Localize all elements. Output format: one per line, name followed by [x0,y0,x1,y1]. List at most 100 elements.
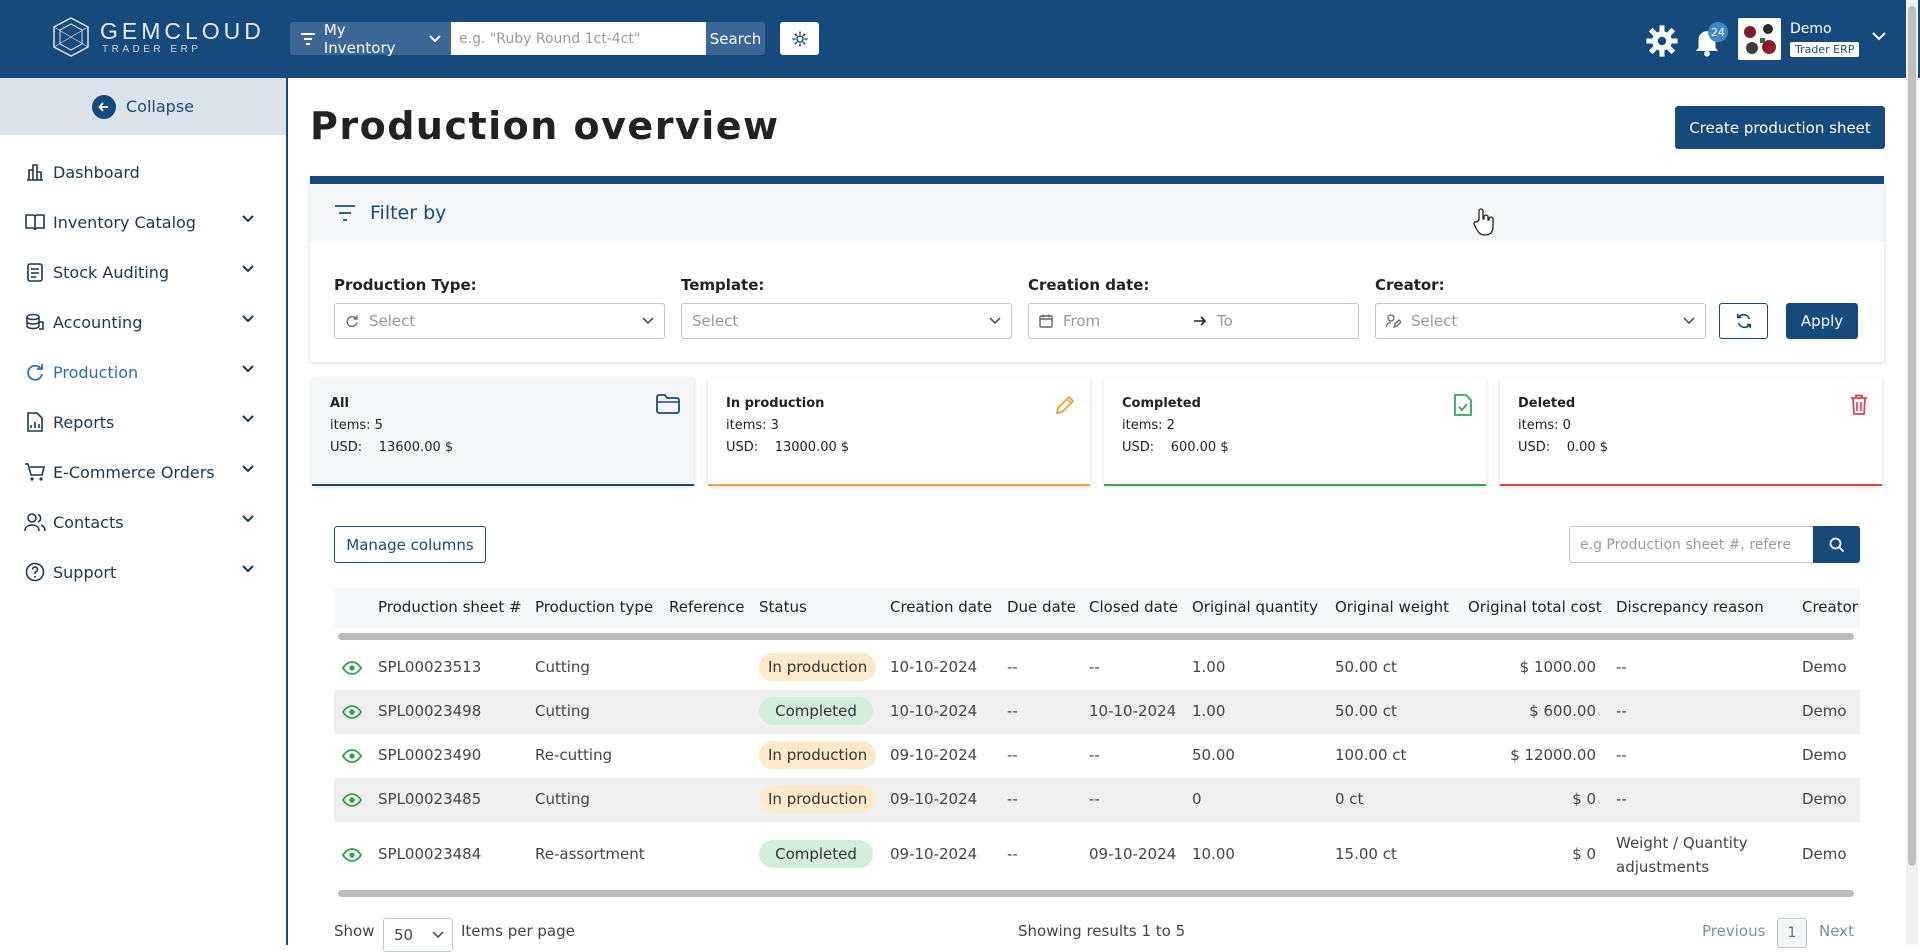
creation-date-label: Creation date: [1028,276,1150,294]
sidebar-item-ecommerce-orders[interactable]: E-Commerce Orders [0,447,286,497]
folder-icon [656,394,680,414]
vertical-scrollbar[interactable] [1906,0,1918,945]
stat-card-in-production[interactable]: In production items: 3 USD: 13000.00 $ [708,378,1090,486]
global-search-input[interactable]: e.g. "Ruby Round 1ct-4ct" [451,22,706,55]
table-row[interactable]: SPL00023484 Re-assortment Completed 09-1… [334,822,1860,888]
table-row[interactable]: SPL00023490 Re-cutting In production 09-… [334,734,1860,778]
view-eye-icon[interactable] [342,790,362,810]
sidebar-item-dashboard[interactable]: Dashboard [0,147,286,197]
sidebar-item-inventory-catalog[interactable]: Inventory Catalog [0,197,286,247]
apply-filters-button[interactable]: Apply [1786,303,1858,339]
date-to-input[interactable]: To [1217,312,1233,330]
table-search-button[interactable] [1813,526,1860,563]
cell-created: 10-10-2024 [890,702,978,720]
view-eye-icon[interactable] [342,702,362,722]
creator-select[interactable]: Select [1375,303,1706,339]
sidebar-item-reports[interactable]: Reports [0,397,286,447]
stat-card-deleted[interactable]: Deleted items: 0 USD: 0.00 $ [1500,378,1882,486]
column-header[interactable]: Discrepancy reason [1616,598,1764,616]
sidebar-item-label: E-Commerce Orders [53,462,215,482]
sidebar-item-contacts[interactable]: Contacts [0,497,286,547]
settings-icon[interactable] [1645,24,1679,58]
next-page-link[interactable]: Next [1819,922,1854,940]
creation-date-range[interactable]: From To [1028,303,1359,339]
column-header[interactable]: Closed date [1089,598,1178,616]
inventory-scope-dropdown[interactable]: My Inventory [290,21,451,57]
filter-header[interactable]: Filter by [310,184,1884,242]
sidebar-item-stock-auditing[interactable]: Stock Auditing [0,247,286,297]
user-avatar[interactable] [1738,18,1781,60]
stat-card-all[interactable]: All items: 5 USD: 13600.00 $ [312,378,694,486]
view-eye-icon[interactable] [342,658,362,678]
chevron-down-icon [429,34,441,42]
create-production-sheet-button[interactable]: Create production sheet [1675,106,1885,149]
status-badge: Completed [759,697,873,725]
items-per-page-select[interactable]: 50 [383,918,453,952]
user-name[interactable]: Demo [1790,21,1832,37]
search-icon [1829,537,1844,552]
column-header[interactable]: Creation date [890,598,993,616]
app-logo[interactable]: GEMCLOUD TRADER ERP [50,14,261,64]
column-header[interactable]: Reference [669,598,745,616]
stat-title: All [330,396,349,411]
table-row[interactable]: SPL00023485 Cutting In production 09-10-… [334,778,1860,822]
horizontal-scrollbar[interactable] [338,890,1854,897]
refresh-icon [24,361,46,383]
stat-title: Completed [1122,396,1201,411]
table-row[interactable]: SPL00023513 Cutting In production 10-10-… [334,646,1860,690]
template-label: Template: [681,276,765,294]
manage-columns-button[interactable]: Manage columns [334,526,486,563]
column-header[interactable]: Original total cost [1468,598,1602,616]
cell-due: -- [1007,790,1018,808]
cell-weight: 0 ct [1335,790,1364,808]
search-settings-button[interactable] [780,22,819,55]
stat-items-label: items: [1518,418,1559,433]
sidebar-item-support[interactable]: Support [0,547,286,597]
global-search-button[interactable]: Search [706,22,765,55]
cell-closed: 10-10-2024 [1089,702,1177,720]
table-search-input[interactable]: e.g Production sheet #, refere [1569,526,1814,563]
cell-due: -- [1007,845,1018,863]
collapse-sidebar-button[interactable]: Collapse [0,78,286,135]
stat-items-value: 0 [1562,418,1571,433]
hand-cursor-icon [1473,208,1494,236]
stat-title: In production [726,396,825,411]
user-menu-chevron-icon[interactable] [1872,32,1886,41]
cell-closed: -- [1089,790,1100,808]
table-row[interactable]: SPL00023498 Cutting Completed 10-10-2024… [334,690,1860,734]
cell-reason: -- [1616,790,1627,808]
column-header[interactable]: Original weight [1335,598,1450,616]
sidebar-item-production[interactable]: Production [0,347,286,397]
stat-card-completed[interactable]: Completed items: 2 USD: 600.00 $ [1104,378,1486,486]
cell-quantity: 50.00 [1192,746,1235,764]
view-eye-icon[interactable] [342,845,362,865]
chevron-down-icon [242,265,254,273]
chevron-down-icon [242,415,254,423]
horizontal-scrollbar[interactable] [338,633,1854,640]
sidebar-item-accounting[interactable]: Accounting [0,297,286,347]
column-header[interactable]: Creator [1802,598,1858,616]
filter-heading: Filter by [370,202,447,224]
view-eye-icon[interactable] [342,746,362,766]
cell-reason: -- [1616,746,1627,764]
previous-page-link[interactable]: Previous [1702,922,1766,940]
page-number-current[interactable]: 1 [1777,918,1807,948]
users-icon [24,511,46,533]
template-select[interactable]: Select [681,303,1012,339]
chevron-down-icon [242,465,254,473]
stat-title: Deleted [1518,396,1576,411]
date-from-input[interactable]: From [1063,312,1101,330]
column-header[interactable]: Status [759,598,807,616]
status-badge: In production [759,653,877,681]
arrow-right-icon [1194,316,1207,326]
column-header[interactable]: Original quantity [1192,598,1318,616]
reset-filters-button[interactable] [1719,303,1768,339]
column-header[interactable]: Due date [1007,598,1076,616]
column-header[interactable]: Production type [535,598,654,616]
stat-items-line: items: 0 [1518,418,1864,433]
scrollbar-thumb[interactable] [1908,6,1916,866]
cell-creator: Demo [1802,658,1847,676]
stat-items-value: 3 [770,418,779,433]
column-header[interactable]: Production sheet # [378,598,522,616]
production-type-select[interactable]: Select [334,303,665,339]
